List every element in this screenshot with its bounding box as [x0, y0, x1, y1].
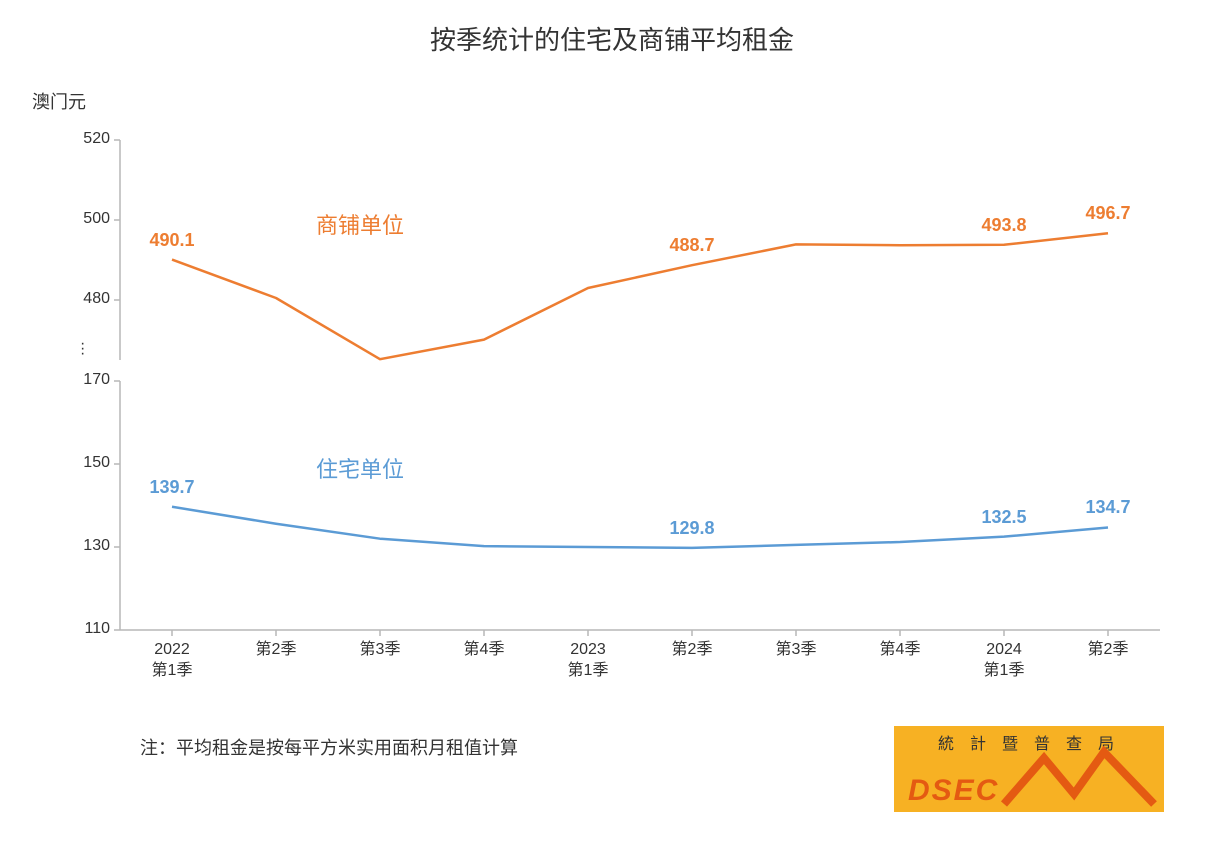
series-label-commercial: 商铺单位 [316, 208, 404, 240]
axis-break-icon: ··· [80, 341, 85, 356]
logo-dsec-text: DSEC [908, 774, 999, 808]
x-tick-label: 第2季 [226, 640, 326, 661]
footnote: 注：平均租金是按每平方米实用面积月租值计算 [140, 734, 518, 760]
x-tick-label: 第2季 [1058, 640, 1158, 661]
data-value-label: 139.7 [132, 477, 212, 498]
data-value-label: 490.1 [132, 230, 212, 251]
y-tick-label: 110 [50, 620, 110, 638]
data-value-label: 132.5 [964, 507, 1044, 528]
y-tick-label: 130 [50, 537, 110, 555]
data-value-label: 129.8 [652, 518, 732, 539]
x-tick-label: 2023第1季 [538, 640, 638, 682]
x-tick-label: 2022第1季 [122, 640, 222, 682]
chart-container: 按季统计的住宅及商铺平均租金 澳门元 520500480170150130110… [0, 0, 1224, 852]
x-tick-label: 第4季 [850, 640, 950, 661]
data-value-label: 488.7 [652, 235, 732, 256]
x-tick-label: 第2季 [642, 640, 742, 661]
x-tick-label: 第3季 [746, 640, 846, 661]
y-tick-label: 150 [50, 454, 110, 472]
chart-svg [0, 0, 1224, 852]
x-tick-label: 第4季 [434, 640, 534, 661]
dsec-logo: 統計暨普查局 DSEC [894, 726, 1164, 812]
x-tick-label: 2024第1季 [954, 640, 1054, 682]
data-value-label: 134.7 [1068, 497, 1148, 518]
y-tick-label: 500 [50, 210, 110, 228]
data-value-label: 493.8 [964, 215, 1044, 236]
series-label-residential: 住宅单位 [316, 452, 404, 484]
y-tick-label: 480 [50, 290, 110, 308]
data-value-label: 496.7 [1068, 203, 1148, 224]
y-tick-label: 170 [50, 371, 110, 389]
y-tick-label: 520 [50, 130, 110, 148]
x-tick-label: 第3季 [330, 640, 430, 661]
